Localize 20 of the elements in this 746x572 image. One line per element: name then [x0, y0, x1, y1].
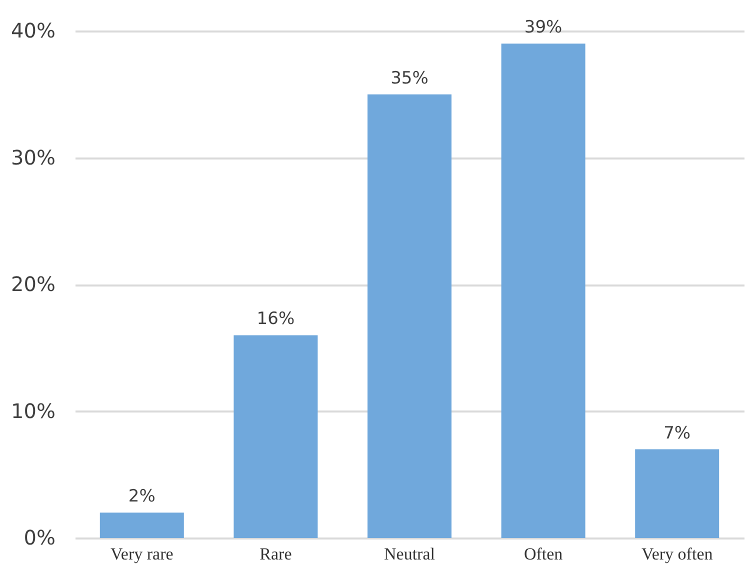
y-tick-label: 10% — [11, 398, 56, 423]
y-tick-label: 40% — [11, 18, 56, 42]
y-tick-label: 30% — [11, 145, 56, 170]
x-tick-label: Rare — [260, 544, 292, 564]
bar — [635, 449, 720, 538]
data-label: 16% — [256, 309, 295, 330]
bar — [234, 335, 318, 538]
bar — [501, 44, 586, 538]
x-tick-label: Very often — [641, 544, 714, 564]
y-tick-label: 0% — [24, 526, 56, 550]
bar — [100, 512, 184, 538]
data-label: 39% — [524, 18, 562, 38]
y-tick-label: 20% — [11, 272, 56, 296]
data-label: 7% — [664, 423, 691, 444]
data-label: 2% — [128, 486, 156, 507]
x-tick-label: Very rare — [110, 544, 174, 564]
data-label: 35% — [390, 68, 428, 88]
bar — [368, 94, 452, 538]
x-tick-label: Neutral — [384, 544, 436, 564]
x-tick-label: Often — [524, 544, 564, 564]
